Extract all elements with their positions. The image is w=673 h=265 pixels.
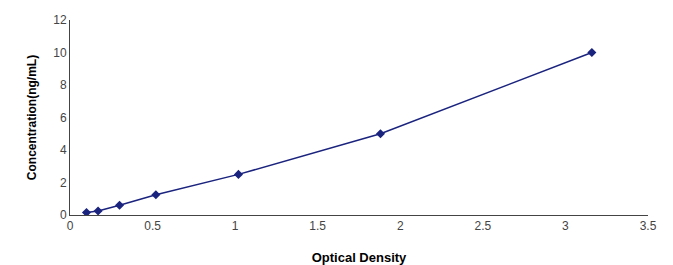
svg-text:10: 10 xyxy=(53,46,67,60)
svg-text:4: 4 xyxy=(60,143,67,157)
svg-text:1: 1 xyxy=(232,219,239,233)
svg-text:Concentration(ng/mL): Concentration(ng/mL) xyxy=(25,55,39,180)
svg-text:Optical Density: Optical Density xyxy=(312,250,407,265)
svg-text:3.5: 3.5 xyxy=(640,219,657,233)
svg-text:0: 0 xyxy=(60,208,67,222)
svg-text:12: 12 xyxy=(53,13,67,27)
svg-text:0.5: 0.5 xyxy=(144,219,161,233)
svg-text:8: 8 xyxy=(60,78,67,92)
svg-text:2.5: 2.5 xyxy=(475,219,492,233)
svg-text:1.5: 1.5 xyxy=(309,219,326,233)
svg-text:3: 3 xyxy=(562,219,569,233)
svg-text:6: 6 xyxy=(60,111,67,125)
svg-text:2: 2 xyxy=(397,219,404,233)
svg-text:2: 2 xyxy=(60,176,67,190)
svg-text:0: 0 xyxy=(67,219,74,233)
